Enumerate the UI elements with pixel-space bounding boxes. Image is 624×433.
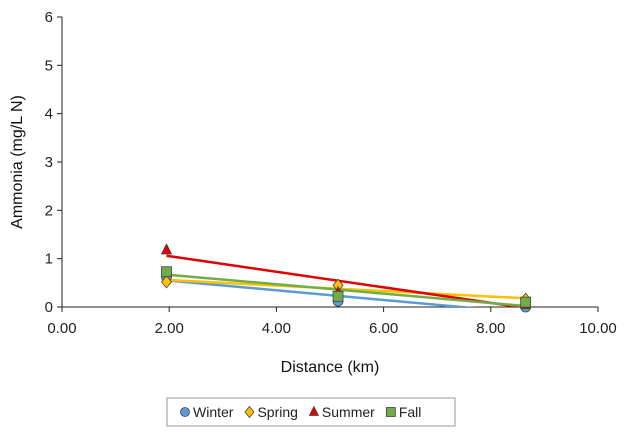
x-tick-label: 8.00 bbox=[476, 320, 505, 337]
legend-label-winter: Winter bbox=[193, 404, 234, 420]
x-tick-label: 0.00 bbox=[47, 320, 76, 337]
trendline-summer bbox=[166, 254, 526, 307]
point-fall bbox=[161, 266, 172, 278]
y-tick-label: 2 bbox=[45, 202, 53, 219]
legend-item-fall: Fall bbox=[385, 404, 422, 420]
legend-label-spring: Spring bbox=[257, 404, 297, 420]
x-tick-label: 2.00 bbox=[155, 320, 184, 337]
legend-label-fall: Fall bbox=[399, 404, 422, 420]
legend-label-summer: Summer bbox=[322, 404, 375, 420]
point-spring bbox=[160, 275, 173, 289]
data-points bbox=[160, 243, 532, 313]
x-tick-label: 4.00 bbox=[262, 320, 291, 337]
legend: Winter Spring Summer Fall bbox=[166, 397, 456, 427]
trendlines bbox=[166, 254, 526, 307]
legend-marker-spring bbox=[244, 405, 255, 419]
legend-item-summer: Summer bbox=[308, 404, 375, 420]
x-tick-label: 6.00 bbox=[369, 320, 398, 337]
y-axis-title: Ammonia (mg/L N) bbox=[9, 95, 26, 229]
y-tick-label: 5 bbox=[45, 57, 53, 74]
legend-item-winter: Winter bbox=[180, 404, 234, 420]
legend-marker-fall bbox=[385, 407, 396, 417]
axes: 0 1 2 3 4 5 6 0.00 2.00 4.00 6.00 8.00 10.00 bbox=[45, 9, 617, 337]
trendline-winter bbox=[166, 279, 476, 307]
y-tick-label: 4 bbox=[45, 106, 53, 123]
y-tick-label: 1 bbox=[45, 251, 53, 268]
y-tick-label: 6 bbox=[45, 9, 53, 26]
legend-item-spring: Spring bbox=[244, 404, 298, 420]
point-fall bbox=[520, 296, 532, 308]
legend-marker-summer bbox=[308, 405, 320, 416]
x-axis-title: Distance (km) bbox=[281, 359, 380, 376]
trendline-fall bbox=[166, 273, 526, 307]
point-summer bbox=[160, 243, 173, 255]
point-fall bbox=[332, 290, 344, 302]
x-tick-label: 10.00 bbox=[579, 320, 617, 337]
y-tick-label: 0 bbox=[45, 299, 53, 316]
legend-marker-winter bbox=[180, 407, 190, 417]
y-tick-label: 3 bbox=[45, 154, 53, 171]
